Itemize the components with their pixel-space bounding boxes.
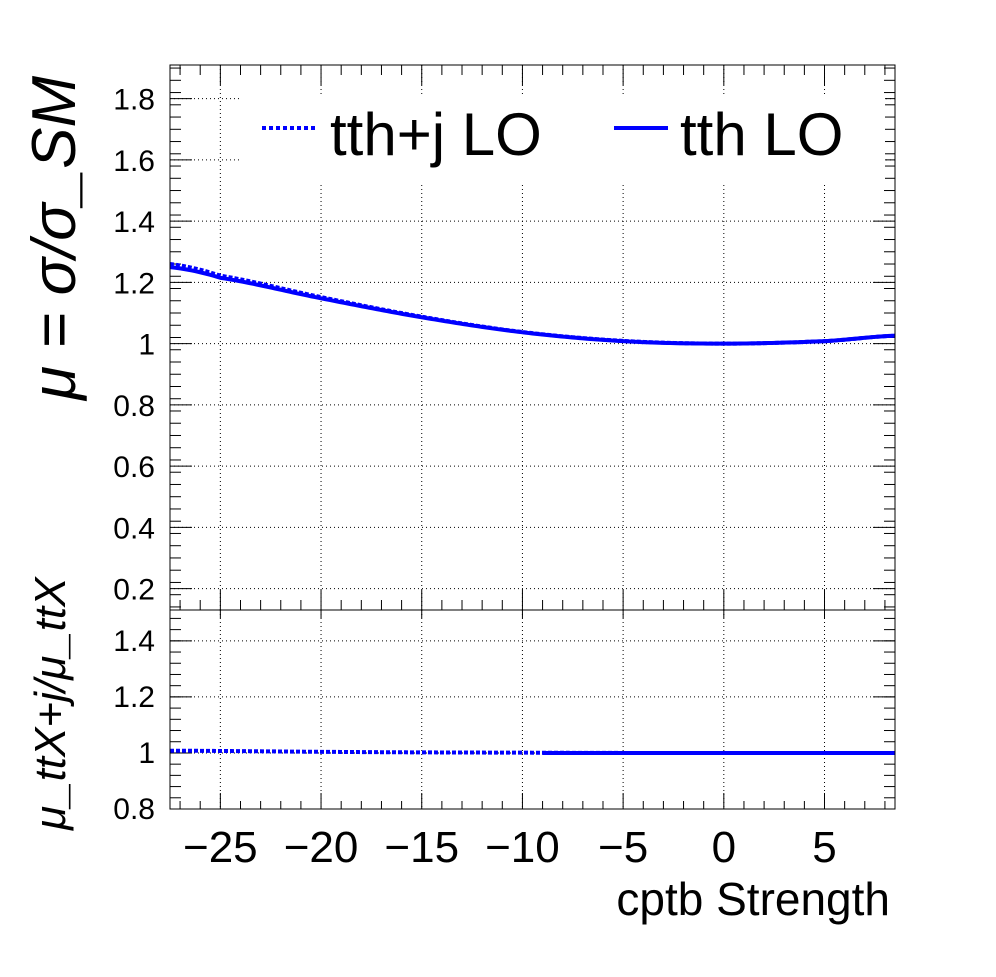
- x-tick-labels: −25 −20 −15 −10 −5 0 5: [183, 823, 837, 872]
- main-y-axis-title: μ = σ/σ_SM: [20, 76, 89, 402]
- main-y-tick-label: 1: [138, 329, 155, 362]
- ratio-y-tick-label: 1.2: [113, 681, 155, 714]
- x-tick-label: −15: [384, 823, 459, 872]
- main-y-tick-label: 1.2: [113, 267, 155, 300]
- series-line-tth: [169, 265, 896, 346]
- legend-label-tthj: tth+j LO: [330, 101, 542, 168]
- ratio-y-tick-label: 1: [138, 737, 155, 770]
- legend: tth+j LO tth LO: [240, 95, 885, 185]
- x-axis-title: cptb Strength: [616, 873, 890, 925]
- svg-text:μ = σ/σ_SM: μ = σ/σ_SM: [20, 76, 89, 402]
- main-y-tick-label: 0.2: [113, 574, 155, 607]
- main-y-axis-title-text: μ = σ/σ_SM: [20, 76, 89, 402]
- x-tick-label: 0: [712, 823, 736, 872]
- ratio-y-tick-label: 0.8: [113, 793, 155, 826]
- main-y-tick-label: 1.6: [113, 145, 155, 178]
- ratio-frame: [169, 609, 896, 810]
- ratio-ytick-labels: 0.8 1 1.2 1.4: [113, 625, 155, 826]
- ratio-line-dotted: [169, 748, 895, 755]
- ratio-y-axis-title-text: μ_ttX+j/μ_ttX: [26, 576, 75, 831]
- x-tick-label: −5: [598, 823, 648, 872]
- main-y-tick-label: 0.6: [113, 451, 155, 484]
- main-y-tick-label: 1.8: [113, 84, 155, 117]
- ratio-panel: 0.8 1 1.2 1.4 −25 −20 −15 −10 −5 0 5: [113, 609, 896, 872]
- main-y-tick-label: 0.8: [113, 390, 155, 423]
- ratio-y-axis-title: μ_ttX+j/μ_ttX: [26, 576, 75, 831]
- main-curves: [169, 262, 896, 346]
- ratio-curves: [169, 748, 895, 755]
- main-ticks: [170, 65, 895, 610]
- x-tick-label: −25: [183, 823, 258, 872]
- x-tick-label: −20: [284, 823, 359, 872]
- x-tick-label: −10: [485, 823, 560, 872]
- legend-background: [240, 95, 885, 185]
- x-tick-label: 5: [812, 823, 836, 872]
- legend-label-tth: tth LO: [680, 101, 843, 168]
- main-ytick-labels: 0.2 0.4 0.6 0.8 1 1.2 1.4 1.6 1.8: [113, 84, 155, 607]
- ratio-y-tick-label: 1.4: [113, 625, 155, 658]
- main-y-tick-label: 0.4: [113, 512, 155, 545]
- main-y-tick-label: 1.4: [113, 206, 155, 239]
